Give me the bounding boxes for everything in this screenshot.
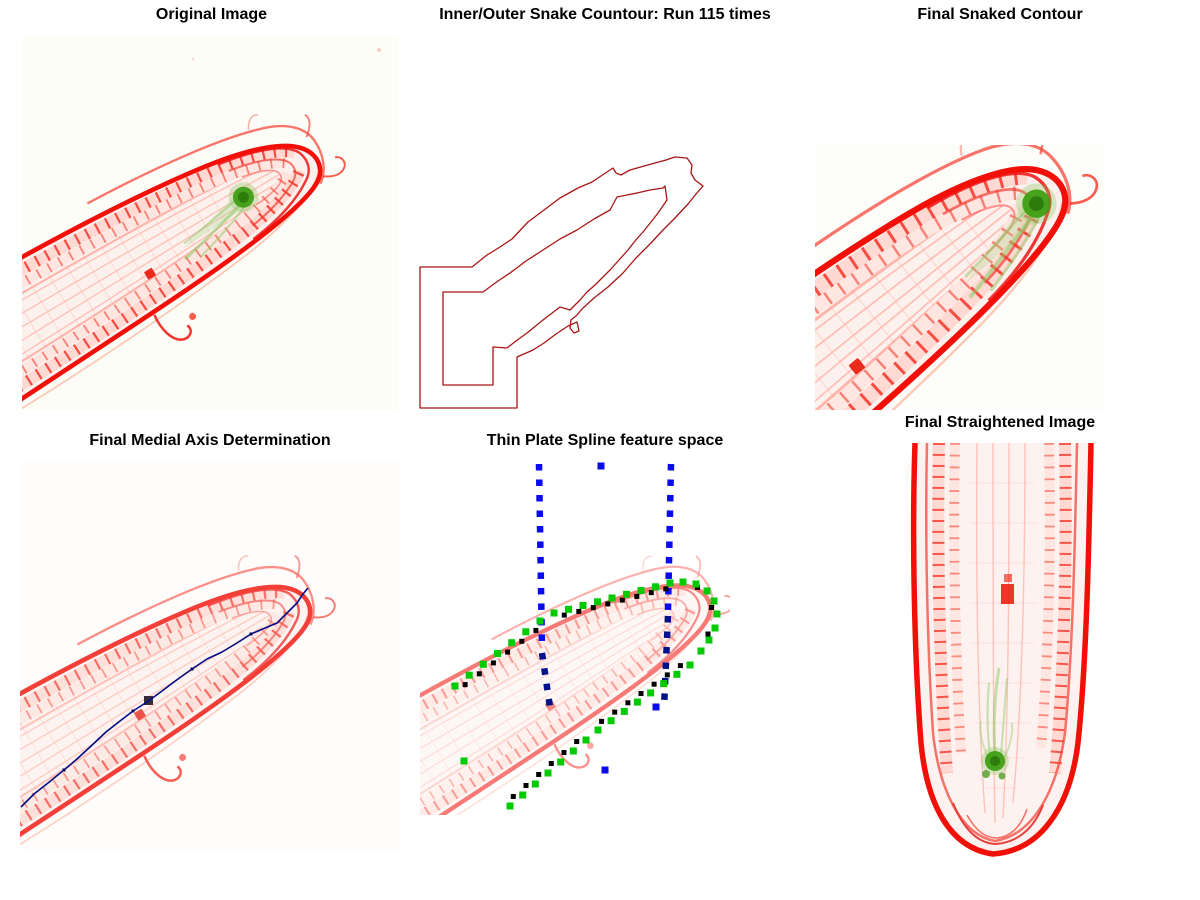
gfp-spot [979, 667, 1014, 780]
red-debris-dot [1004, 574, 1012, 582]
speck [191, 57, 195, 61]
blue-dotted-column-right [664, 463, 675, 611]
root-tip-image-faded [420, 523, 730, 815]
tps-warp-grid-columns [535, 463, 675, 715]
panel-title-straightened: Final Straightened Image [904, 414, 1096, 431]
panel-medial-axis [20, 460, 400, 850]
straightened-root [910, 443, 1094, 857]
inner-snake-contour [442, 185, 668, 386]
panel-title-medial-axis: Final Medial Axis Determination [89, 432, 331, 449]
red-debris-dot [1001, 584, 1014, 604]
panel-title-original: Original Image [155, 6, 268, 23]
outer-snake-contour [419, 156, 704, 409]
panel-title-tps: Thin Plate Spline feature space [486, 432, 724, 449]
panel-tps-feature-space [420, 462, 730, 815]
speck [377, 48, 381, 52]
panel-title-final-snaked: Final Snaked Contour [917, 6, 1083, 23]
panel-original-image [22, 37, 399, 410]
medial-axis-line [20, 587, 309, 808]
navy-dotted-column-left [538, 652, 555, 715]
panel-snake-contour [419, 156, 704, 409]
tps-boundary-markers [451, 462, 721, 810]
panel-title-snake: Inner/Outer Snake Countour: Run 115 time… [439, 6, 771, 23]
panel-straightened-image [910, 443, 1094, 857]
panel-final-snaked-contour [815, 145, 1105, 410]
medial-axis-nodes [62, 632, 253, 772]
